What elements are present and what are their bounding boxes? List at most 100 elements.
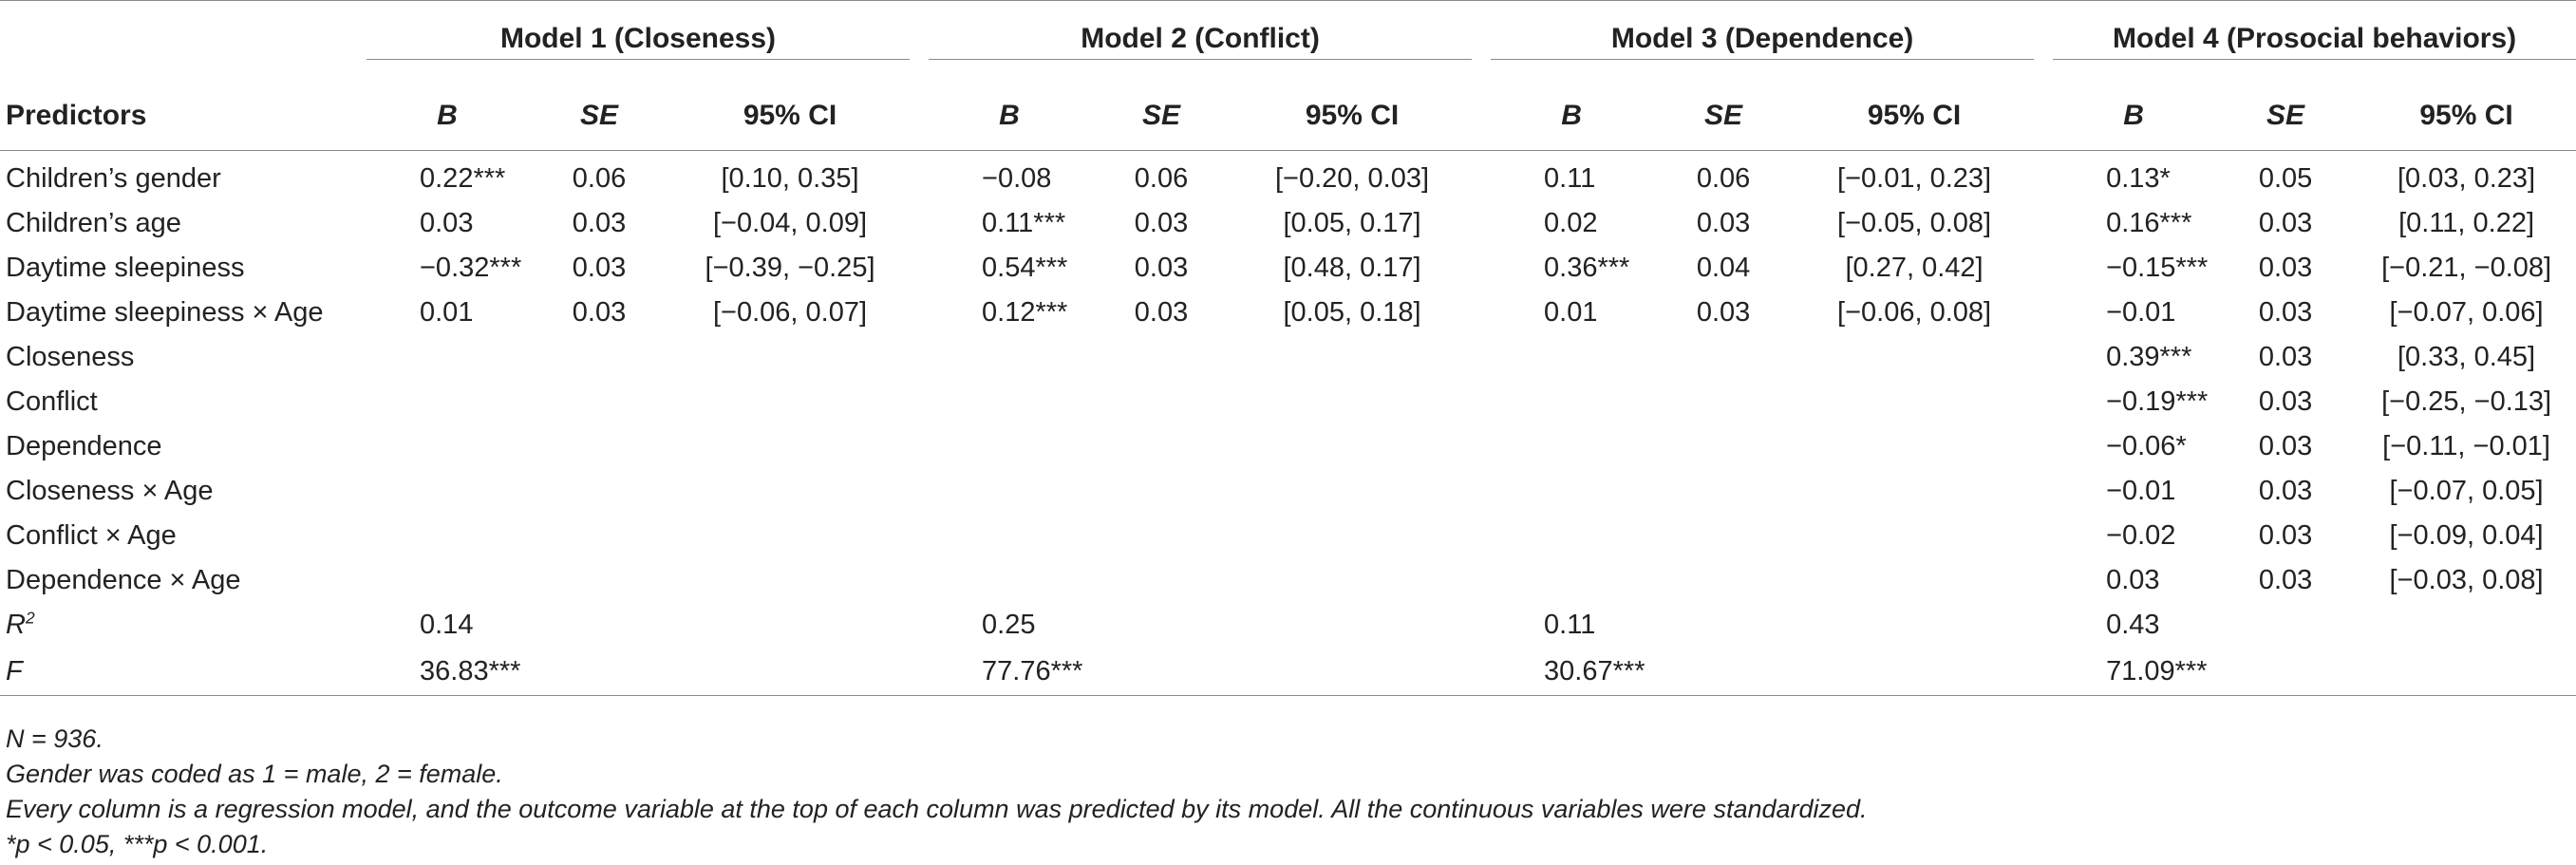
- table-body: Children’s gender 0.22*** 0.06 [0.10, 0.35]…: [0, 151, 2576, 696]
- model-3-se-value: [1652, 424, 1795, 469]
- model-2-se-value: 0.03: [1134, 297, 1189, 328]
- model-2-ci-value: [1232, 335, 1472, 380]
- model-3-se-value: 0.04: [1696, 253, 1751, 283]
- table-row: Dependence −0.06* 0.03 [−0.11, −0.01]: [0, 424, 2576, 469]
- model-4-title: Model 4 (Prosocial behaviors): [2053, 0, 2576, 82]
- model-3-r-squared: 0.11: [1544, 610, 1596, 640]
- model-3-se-value: 0.03: [1696, 208, 1751, 238]
- model-4-b-value: −0.19***: [2106, 386, 2209, 417]
- model-4-se-value: 0.03: [2258, 431, 2313, 461]
- predictor-label: Closeness × Age: [6, 476, 214, 506]
- model-2-ci-value: [1232, 558, 1472, 603]
- model-2-se-value: [1090, 380, 1232, 424]
- model-3-se-value: [1652, 514, 1795, 558]
- model-2-se-value: [1090, 335, 1232, 380]
- model-3-ci-value: [1795, 424, 2034, 469]
- model-4-se-value: 0.05: [2258, 163, 2313, 194]
- model-1-se-header: SE: [528, 82, 670, 151]
- model-2-b-value: 0.12***: [982, 297, 1068, 328]
- model-2-f-value: 77.76***: [929, 648, 1091, 696]
- model-1-ci-value: [670, 558, 910, 603]
- model-1-ci-value: [−0.04, 0.09]: [712, 208, 868, 238]
- model-2-se-value: [1090, 558, 1232, 603]
- model-4-ci-header: 95% CI: [2357, 82, 2576, 151]
- model-3-b-value: 0.02: [1544, 208, 1598, 238]
- model-1-se-value: 0.03: [572, 253, 627, 283]
- model-4-se-value: 0.03: [2258, 386, 2313, 417]
- regression-table-container: Model 1 (Closeness) Model 2 (Conflict) M…: [0, 0, 2576, 696]
- model-1-ci-value: [−0.39, −0.25]: [705, 253, 875, 283]
- model-2-se-value: [1090, 514, 1232, 558]
- model-4-b-value: −0.15***: [2106, 253, 2209, 283]
- model-1-se-value: [528, 335, 670, 380]
- model-3-ci-value: [1795, 469, 2034, 514]
- predictor-label: Conflict × Age: [6, 520, 177, 551]
- model-1-b-value: 0.22***: [420, 163, 506, 194]
- model-4-se-value: 0.03: [2258, 565, 2313, 595]
- table-row: Conflict × Age −0.02 0.03 [−0.09, 0.04]: [0, 514, 2576, 558]
- model-2-b-value: [929, 558, 1090, 603]
- model-3-b-value: [1491, 469, 1652, 514]
- model-4-ci-value: [−0.21, −0.08]: [2381, 253, 2552, 283]
- model-2-ci-value: [1232, 380, 1472, 424]
- model-4-se-header: SE: [2214, 82, 2358, 151]
- model-2-r-squared: 0.25: [982, 610, 1036, 640]
- model-2-b-value: [929, 514, 1090, 558]
- model-3-ci-header: 95% CI: [1795, 82, 2035, 151]
- predictor-label: Children’s age: [6, 208, 181, 238]
- predictors-header: Predictors: [0, 82, 367, 151]
- model-2-se-value: 0.03: [1134, 253, 1189, 283]
- model-1-se-value: 0.03: [572, 297, 627, 328]
- model-4-b-value: 0.13*: [2106, 163, 2171, 194]
- model-1-ci-value: [670, 380, 910, 424]
- model-1-se-value: 0.03: [572, 208, 627, 238]
- model-1-b-value: [367, 514, 528, 558]
- model-3-ci-value: [0.27, 0.42]: [1845, 253, 1984, 283]
- model-1-f-value: 36.83***: [367, 648, 528, 696]
- model-1-title: Model 1 (Closeness): [367, 0, 911, 82]
- model-2-ci-value: [0.48, 0.17]: [1283, 253, 1421, 283]
- model-1-b-value: [367, 558, 528, 603]
- model-1-b-value: 0.01: [420, 297, 474, 328]
- model-4-b-value: 0.03: [2106, 565, 2160, 595]
- model-3-se-value: [1652, 335, 1795, 380]
- predictor-label: Dependence: [6, 431, 162, 461]
- note-columns: Every column is a regression model, and …: [6, 795, 1868, 823]
- model-1-ci-header: 95% CI: [670, 82, 911, 151]
- model-3-b-value: 0.36***: [1544, 253, 1630, 283]
- model-1-ci-value: [670, 424, 910, 469]
- model-3-se-header: SE: [1652, 82, 1796, 151]
- model-4-ci-value: [−0.03, 0.08]: [2389, 565, 2544, 595]
- r-squared-label: R2: [6, 608, 35, 640]
- model-1-se-value: [528, 514, 670, 558]
- model-2-ci-header: 95% CI: [1232, 82, 1473, 151]
- column-header-row: Predictors B SE 95% CI B SE 95% CI B SE …: [0, 82, 2576, 151]
- model-4-ci-value: [−0.07, 0.05]: [2389, 476, 2544, 506]
- model-4-ci-value: [0.03, 0.23]: [2397, 163, 2536, 194]
- model-3-f-value: 30.67***: [1491, 648, 1653, 696]
- regression-table: Model 1 (Closeness) Model 2 (Conflict) M…: [0, 0, 2576, 696]
- model-1-b-value: [367, 469, 528, 514]
- model-2-b-header: B: [929, 82, 1091, 151]
- model-1-b-value: [367, 424, 528, 469]
- model-1-ci-value: [670, 469, 910, 514]
- model-4-b-value: −0.01: [2106, 476, 2176, 506]
- f-statistic-label: F: [0, 648, 367, 696]
- table-row: Daytime sleepiness −0.32*** 0.03 [−0.39, −0…: [0, 246, 2576, 291]
- model-4-ci-value: [0.11, 0.22]: [2398, 208, 2535, 238]
- model-3-se-value: 0.06: [1696, 163, 1751, 194]
- model-4-ci-value: [−0.07, 0.06]: [2389, 297, 2544, 328]
- model-1-se-value: [528, 424, 670, 469]
- model-4-b-value: −0.02: [2106, 520, 2176, 551]
- model-4-ci-value: [−0.11, −0.01]: [2382, 431, 2550, 461]
- model-1-b-header: B: [367, 82, 528, 151]
- table-row: Dependence × Age 0.03 0.03 [−0.03, 0.08]: [0, 558, 2576, 603]
- model-1-b-value: −0.32***: [420, 253, 522, 283]
- table-row: Daytime sleepiness × Age 0.01 0.03 [−0.06, …: [0, 291, 2576, 335]
- predictor-label: Dependence × Age: [6, 565, 241, 595]
- model-3-ci-value: [1795, 335, 2034, 380]
- model-1-ci-value: [670, 335, 910, 380]
- model-2-se-header: SE: [1090, 82, 1233, 151]
- model-3-se-value: [1652, 380, 1795, 424]
- model-3-ci-value: [1795, 514, 2034, 558]
